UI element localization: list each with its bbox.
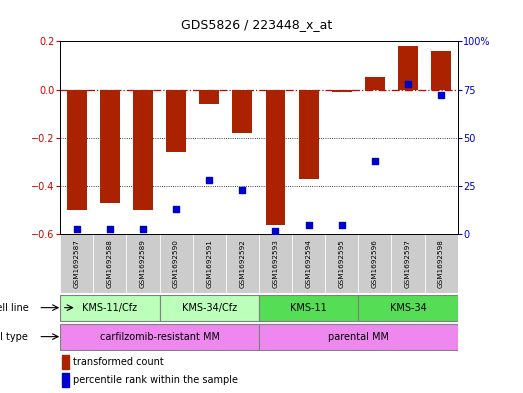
Text: parental MM: parental MM <box>328 332 389 342</box>
Point <box>437 92 445 99</box>
Bar <box>60 295 160 321</box>
Point <box>73 226 81 232</box>
Bar <box>192 235 226 293</box>
Text: carfilzomib-resistant MM: carfilzomib-resistant MM <box>99 332 220 342</box>
Bar <box>60 235 93 293</box>
Text: GDS5826 / 223448_x_at: GDS5826 / 223448_x_at <box>180 18 332 31</box>
Bar <box>425 235 458 293</box>
Text: GSM1692589: GSM1692589 <box>140 239 146 288</box>
Text: GSM1692596: GSM1692596 <box>372 239 378 288</box>
Bar <box>226 235 259 293</box>
Bar <box>62 373 69 387</box>
Bar <box>93 235 127 293</box>
Text: GSM1692593: GSM1692593 <box>272 239 278 288</box>
Text: GSM1692598: GSM1692598 <box>438 239 444 288</box>
Bar <box>62 355 69 369</box>
Text: GSM1692587: GSM1692587 <box>74 239 79 288</box>
Point <box>238 187 246 193</box>
Bar <box>299 90 319 179</box>
Bar <box>133 90 153 210</box>
Bar <box>292 235 325 293</box>
Bar <box>431 51 451 90</box>
Text: GSM1692595: GSM1692595 <box>339 239 345 288</box>
Text: cell line: cell line <box>0 303 28 313</box>
Bar <box>259 295 358 321</box>
Bar <box>160 235 192 293</box>
Text: GSM1692590: GSM1692590 <box>173 239 179 288</box>
Bar <box>358 235 391 293</box>
Bar <box>325 235 358 293</box>
Text: KMS-11/Cfz: KMS-11/Cfz <box>82 303 138 313</box>
Point <box>304 222 313 228</box>
Point <box>271 228 280 234</box>
Point <box>205 177 213 184</box>
Text: KMS-11: KMS-11 <box>290 303 327 313</box>
Text: transformed count: transformed count <box>73 357 164 367</box>
Text: KMS-34: KMS-34 <box>390 303 426 313</box>
Point <box>106 226 114 232</box>
Bar <box>358 295 458 321</box>
Bar <box>232 90 252 133</box>
Bar <box>127 235 160 293</box>
Text: GSM1692594: GSM1692594 <box>305 239 312 288</box>
Bar <box>259 323 458 350</box>
Bar <box>365 77 385 90</box>
Text: percentile rank within the sample: percentile rank within the sample <box>73 375 238 385</box>
Point <box>404 81 412 87</box>
Bar <box>166 90 186 152</box>
Text: KMS-34/Cfz: KMS-34/Cfz <box>181 303 237 313</box>
Text: cell type: cell type <box>0 332 28 342</box>
Bar <box>199 90 219 104</box>
Bar <box>100 90 120 203</box>
Point <box>337 222 346 228</box>
Bar <box>332 90 351 92</box>
Text: GSM1692597: GSM1692597 <box>405 239 411 288</box>
Text: GSM1692588: GSM1692588 <box>107 239 113 288</box>
Bar <box>391 235 425 293</box>
Text: GSM1692591: GSM1692591 <box>206 239 212 288</box>
Text: GSM1692592: GSM1692592 <box>240 239 245 288</box>
Point <box>371 158 379 164</box>
Bar <box>60 323 259 350</box>
Bar <box>160 295 259 321</box>
Bar <box>266 90 286 225</box>
Bar <box>67 90 87 210</box>
Bar <box>259 235 292 293</box>
Point <box>139 226 147 232</box>
Bar <box>398 46 418 90</box>
Point <box>172 206 180 213</box>
